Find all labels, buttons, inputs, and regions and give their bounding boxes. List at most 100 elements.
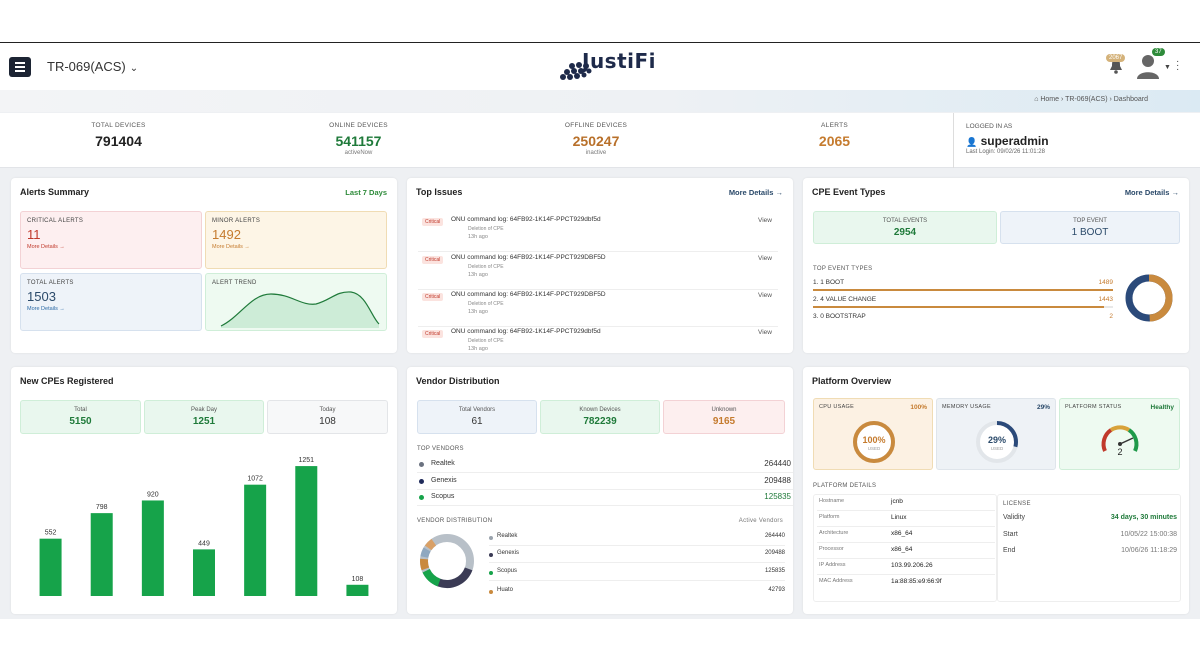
box-value: 782239 <box>583 416 617 427</box>
menu-icon[interactable] <box>9 57 31 77</box>
memory-gauge <box>976 421 1018 463</box>
issue-command: ONU command log: 64FB92-1K14F-PPCT929dbf… <box>451 216 601 223</box>
vendor-row: Genexis 209488 <box>417 475 793 490</box>
detail-value: jcnb <box>891 498 903 505</box>
more-vertical-icon[interactable]: · · · <box>1176 56 1180 75</box>
stat-offline-devices: OFFLINE DEVICES 250247 inactive <box>476 113 716 168</box>
top-event-box: TOP EVENT 1 BOOT <box>1000 211 1180 244</box>
total-alerts-box[interactable]: TOTAL ALERTS 1503 More Details → <box>20 273 202 331</box>
critical-badge: Critical <box>422 256 444 264</box>
view-link[interactable]: View <box>758 329 772 336</box>
dist-row: Genexis 209488 <box>489 548 785 563</box>
event-donut <box>1125 274 1173 322</box>
last-login: Last Login: 09/02/26 11:01:28 <box>966 149 1045 155</box>
acs-selector[interactable]: TR-069(ACS) ⌄ <box>47 59 138 74</box>
chart-bar[interactable] <box>39 538 62 596</box>
active-vendors-label: Active Vendors <box>738 518 783 524</box>
card-title: Vendor Distribution <box>416 376 500 386</box>
detail-key: Platform <box>819 514 840 520</box>
issue-desc: Deletion of CPE <box>468 264 504 270</box>
chart-bar[interactable] <box>141 500 164 596</box>
stat-label: ONLINE DEVICES <box>329 122 388 129</box>
detail-row: Architecture x86_64 <box>817 527 995 543</box>
box-label: MEMORY USAGE <box>942 404 991 410</box>
cpe-event-types-card: CPE Event Types More Details → TOTAL EVE… <box>803 178 1189 353</box>
dist-row: Scopus 125835 <box>489 566 785 581</box>
box-label: Today <box>319 407 336 413</box>
more-details-link[interactable]: More Details → <box>212 244 250 250</box>
issue-command: ONU command log: 64FB92-1K14F-PPCT929DBF… <box>451 291 606 298</box>
view-link[interactable]: View <box>758 292 772 299</box>
box-label: CRITICAL ALERTS <box>27 218 84 224</box>
more-details-link[interactable]: More Details → <box>728 188 783 197</box>
box-pct: 100% <box>910 404 927 411</box>
status-value: Healthy <box>1150 404 1174 411</box>
issue-desc: Deletion of CPE <box>468 338 504 344</box>
dist-count: 42793 <box>768 587 785 593</box>
dist-count: 125835 <box>764 568 785 574</box>
minor-alerts-box[interactable]: MINOR ALERTS 1492 More Details → <box>205 211 387 269</box>
chart-bar[interactable] <box>244 484 267 596</box>
event-bar <box>813 289 1113 291</box>
critical-alerts-box[interactable]: CRITICAL ALERTS 11 More Details → <box>20 211 202 269</box>
box-value: 61 <box>471 416 483 427</box>
platform-status-box: PLATFORM STATUS Healthy 2 <box>1059 398 1180 470</box>
view-link[interactable]: View <box>758 255 772 262</box>
more-details-link[interactable]: More Details → <box>27 306 65 312</box>
chart-bar[interactable] <box>90 513 113 596</box>
box-label: Total <box>74 407 87 413</box>
dist-name: Huato <box>497 587 514 593</box>
box-value: 1 BOOT <box>1071 227 1109 238</box>
last-7-days-link[interactable]: Last 7 Days <box>345 188 387 197</box>
vendor-count: 264440 <box>764 459 791 468</box>
vendor-count: 209488 <box>764 476 791 485</box>
issue-desc: Deletion of CPE <box>468 301 504 307</box>
chart-bar[interactable] <box>346 584 369 596</box>
detail-row: Platform Linux <box>817 511 995 527</box>
more-details-link[interactable]: More Details → <box>27 244 65 250</box>
chart-bar[interactable] <box>193 549 215 596</box>
chart-bar[interactable] <box>295 466 318 596</box>
issue-row: Critical ONU command log: 64FB92-1K14F-P… <box>418 216 778 252</box>
issue-row: Critical ONU command log: 64FB92-1K14F-P… <box>418 291 778 327</box>
detail-key: Hostname <box>819 498 845 504</box>
stat-online-devices: ONLINE DEVICES 541157 activeNow <box>237 113 480 168</box>
divider <box>0 42 1200 43</box>
acs-selector-label: TR-069(ACS) <box>47 59 126 74</box>
box-value: 11 <box>27 227 41 242</box>
detail-row: Processor x86_64 <box>817 543 995 559</box>
today-box: Today 108 <box>267 400 388 434</box>
status-gauge-value: 2 <box>1117 447 1123 457</box>
vendor-count: 125835 <box>764 492 791 501</box>
new-cpes-card: New CPEs Registered Total 5150 Peak Day … <box>11 367 397 614</box>
license-key: Validity <box>1003 514 1026 521</box>
event-count: 2 <box>1109 313 1113 320</box>
chart-bar-label: 1072 <box>247 476 263 483</box>
chart-bar-label: 108 <box>352 576 364 583</box>
issue-row: Critical ONU command log: 64FB92-1K14F-P… <box>418 328 778 353</box>
avatar-icon[interactable] <box>1136 53 1160 79</box>
cpu-center-sub: USED <box>867 446 881 451</box>
license-value: 34 days, 30 minutes <box>1110 514 1177 521</box>
detail-key: IP Address <box>819 562 846 568</box>
dist-count: 264440 <box>764 533 785 539</box>
box-value: 1492 <box>212 227 241 242</box>
chevron-down-icon: ⌄ <box>129 63 139 74</box>
dist-name: Realtek <box>497 533 518 539</box>
alert-trend-box: ALERT TREND <box>205 273 387 331</box>
box-value: 1503 <box>27 289 56 304</box>
detail-key: Processor <box>819 546 844 552</box>
section-label: TOP EVENT TYPES <box>813 266 873 272</box>
more-details-link[interactable]: More Details → <box>1124 188 1179 197</box>
alert-trend-sparkline <box>220 291 380 328</box>
peak-day-box: Peak Day 1251 <box>144 400 264 434</box>
dist-row: Realtek 264440 <box>489 531 785 546</box>
issue-row: Critical ONU command log: 64FB92-1K14F-P… <box>418 254 778 290</box>
section-label: TOP VENDORS <box>417 446 464 452</box>
memory-center-value: 29% <box>987 435 1006 445</box>
unknown-box: Unknown 9165 <box>663 400 785 434</box>
caret-down-icon[interactable]: ▼ <box>1164 64 1171 71</box>
stat-value: 250247 <box>572 133 620 149</box>
view-link[interactable]: View <box>758 217 772 224</box>
critical-badge: Critical <box>422 218 444 226</box>
